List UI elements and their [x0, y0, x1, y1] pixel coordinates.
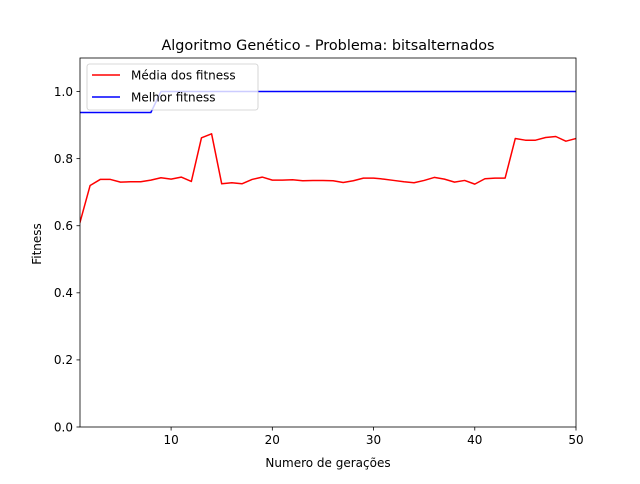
- y-tick-label: 0.6: [54, 219, 73, 233]
- x-axis-label: Numero de gerações: [265, 456, 390, 470]
- x-tick-label: 40: [467, 433, 482, 447]
- legend: Média dos fitness Melhor fitness: [86, 63, 259, 111]
- x-tick-label: 30: [366, 433, 381, 447]
- y-tick-label: 0.2: [54, 353, 73, 367]
- legend-box: [86, 63, 259, 111]
- x-tick-label: 50: [568, 433, 583, 447]
- legend-label: Média dos fitness: [131, 68, 236, 82]
- y-tick-label: 0.4: [54, 286, 73, 300]
- plot-area: [79, 57, 577, 428]
- x-tick-label: 20: [265, 433, 280, 447]
- legend-label: Melhor fitness: [131, 90, 216, 104]
- y-tick-label: 0.8: [54, 152, 73, 166]
- series-lines: [80, 90, 576, 224]
- plot-frame: [79, 57, 577, 428]
- y-axis-label: Fitness: [30, 223, 44, 265]
- x-axis-ticks: 10 20 30 40 50: [163, 427, 584, 447]
- chart-title: Algoritmo Genético - Problema: bitsalter…: [161, 38, 494, 54]
- x-tick-label: 10: [163, 433, 178, 447]
- series-line-media-fitness: [80, 133, 576, 224]
- y-tick-label: 1.0: [54, 85, 73, 99]
- y-axis-ticks: 0.0 0.2 0.4 0.6 0.8 1.0: [54, 85, 80, 434]
- y-tick-label: 0.0: [54, 420, 73, 434]
